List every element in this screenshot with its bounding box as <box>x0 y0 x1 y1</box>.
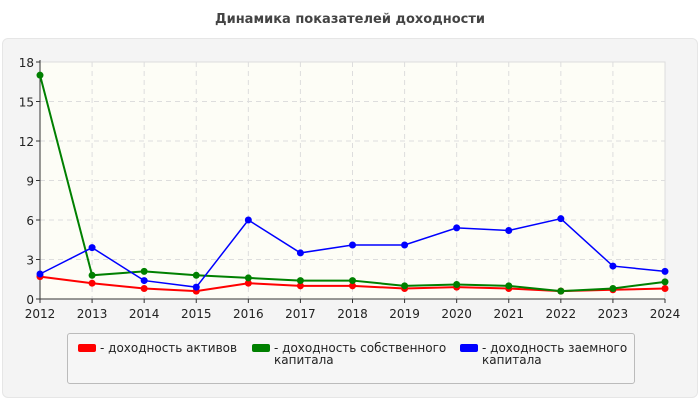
legend-swatch <box>252 344 270 352</box>
data-point <box>244 279 252 287</box>
data-point <box>505 227 513 235</box>
legend-swatch <box>78 344 96 352</box>
data-point <box>609 284 617 292</box>
x-tick-label: 2014 <box>129 307 160 321</box>
data-point <box>661 267 669 275</box>
y-tick-label: 18 <box>19 56 34 70</box>
x-tick-label: 2018 <box>337 307 368 321</box>
chart-title: Динамика показателей доходности <box>215 12 485 27</box>
x-tick-label: 2016 <box>233 307 264 321</box>
data-point <box>296 249 304 257</box>
data-point <box>609 262 617 270</box>
data-point <box>140 284 148 292</box>
legend: - доходность активов - доходность собств… <box>67 333 635 384</box>
y-tick-label: 15 <box>19 96 34 110</box>
data-point <box>661 278 669 286</box>
data-point <box>401 282 409 290</box>
legend-swatch <box>460 344 478 352</box>
legend-label: - доходность собственного капитала <box>274 341 447 367</box>
x-tick-label: 2023 <box>598 307 629 321</box>
data-point <box>296 277 304 285</box>
data-point <box>349 277 356 285</box>
data-point <box>557 215 565 223</box>
x-tick-label: 2021 <box>493 307 524 321</box>
x-tick-label: 2019 <box>389 307 420 321</box>
x-tick-label: 2015 <box>181 307 212 321</box>
x-tick-label: 2012 <box>25 307 56 321</box>
data-point <box>36 71 44 79</box>
data-point <box>349 241 356 249</box>
data-point <box>140 267 148 275</box>
data-point <box>661 284 669 292</box>
data-point <box>192 271 200 279</box>
data-point <box>36 270 44 278</box>
data-point <box>401 241 409 249</box>
legend-item-assets: - доходность активов <box>78 342 270 354</box>
data-point <box>140 277 148 285</box>
y-tick-label: 12 <box>19 135 34 149</box>
data-point <box>88 279 96 287</box>
data-point <box>453 224 461 232</box>
x-tick-label: 2020 <box>441 307 472 321</box>
data-point <box>557 287 565 295</box>
data-point <box>349 282 356 290</box>
legend-item-debt: - доходность заемного капитала <box>460 342 632 366</box>
data-point <box>88 244 96 252</box>
data-point <box>244 216 252 224</box>
x-tick-label: 2024 <box>650 307 681 321</box>
data-point <box>88 271 96 279</box>
legend-item-equity: - доходность собственного капитала <box>252 342 449 366</box>
data-point <box>192 283 200 291</box>
y-tick-label: 0 <box>26 293 34 307</box>
y-tick-label: 9 <box>26 175 34 189</box>
data-point <box>505 282 513 290</box>
y-tick-label: 3 <box>26 254 34 268</box>
data-point <box>244 274 252 282</box>
legend-label: - доходность заемного капитала <box>482 341 628 367</box>
x-tick-label: 2017 <box>285 307 316 321</box>
data-point <box>453 281 461 289</box>
x-tick-label: 2022 <box>546 307 577 321</box>
y-tick-label: 6 <box>26 214 34 228</box>
legend-label: - доходность активов <box>100 341 238 355</box>
data-point <box>296 282 304 290</box>
x-tick-label: 2013 <box>77 307 108 321</box>
